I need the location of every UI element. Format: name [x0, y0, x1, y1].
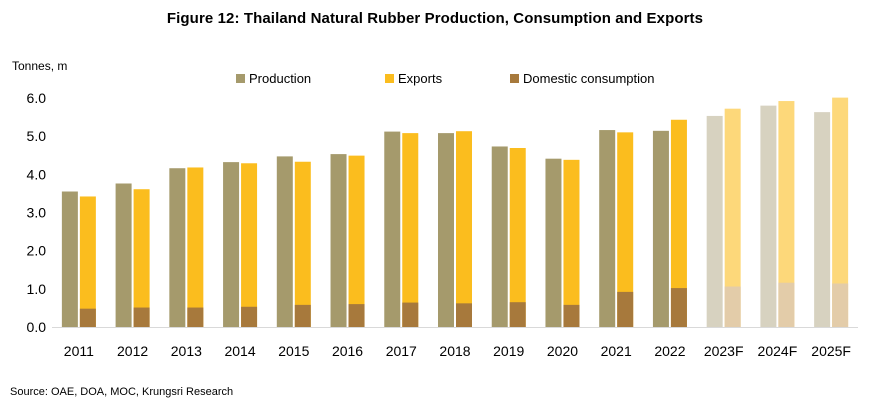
chart-title: Figure 12: Thailand Natural Rubber Produ… [166, 10, 704, 27]
bar-domestic-consumption-2022 [670, 288, 687, 327]
bar-exports-2012 [133, 189, 150, 327]
y-tick-label: 1.0 [27, 281, 47, 297]
bar-exports-2011 [79, 196, 96, 327]
bar-exports-2022 [670, 119, 687, 327]
bar-exports-2013 [187, 167, 204, 327]
legend-label-domestic-consumption: Domestic consumption [523, 71, 655, 86]
y-tick-label: 4.0 [27, 166, 47, 182]
x-tick-label: 2013 [171, 343, 202, 359]
x-tick-label: 2015 [278, 343, 309, 359]
y-tick-label: 0.0 [27, 319, 47, 335]
x-tick-label: 2016 [332, 343, 363, 359]
bar-domestic-consumption-2024F [778, 282, 795, 327]
bar-domestic-consumption-2018 [456, 303, 472, 327]
legend-item-domestic-consumption: Domestic consumption [510, 71, 655, 86]
bar-exports-2021 [617, 132, 634, 327]
bar-domestic-consumption-2017 [402, 302, 419, 327]
bar-exports-2014 [241, 163, 258, 327]
bar-domestic-consumption-2023F [724, 286, 741, 327]
x-tick-label: 2014 [224, 343, 255, 359]
bar-production-2025F [814, 112, 831, 327]
source-note: Source: OAE, DOA, MOC, Krungsri Research [10, 386, 234, 398]
bar-domestic-consumption-2016 [348, 304, 365, 327]
bar-exports-2020 [563, 159, 580, 327]
bar-exports-2023F [724, 108, 741, 327]
bar-production-2021 [599, 130, 616, 327]
legend-swatch-exports [385, 74, 394, 83]
x-tick-label: 2012 [117, 343, 148, 359]
bar-exports-2024F [778, 101, 795, 327]
bar-production-2019 [491, 146, 508, 327]
y-tick-label: 3.0 [27, 205, 47, 221]
x-tick-label: 2017 [386, 343, 417, 359]
y-tick-label: 2.0 [27, 243, 47, 259]
y-tick-label: 6.0 [27, 90, 47, 106]
x-tick-label: 2025F [811, 343, 851, 359]
bar-production-2015 [276, 156, 293, 327]
bar-domestic-consumption-2013 [187, 307, 204, 327]
bar-production-2012 [115, 183, 132, 327]
bar-domestic-consumption-2019 [509, 302, 526, 327]
bar-production-2014 [223, 162, 240, 327]
legend-item-production: Production [236, 71, 311, 86]
x-tick-label: 2019 [493, 343, 524, 359]
bar-domestic-consumption-2021 [617, 291, 634, 327]
bar-exports-2017 [402, 133, 419, 327]
x-tick-label: 2024F [758, 343, 798, 359]
legend-item-exports: Exports [385, 71, 442, 86]
x-tick-label: 2018 [439, 343, 470, 359]
bar-domestic-consumption-2014 [241, 306, 258, 327]
legend-label-exports: Exports [398, 71, 443, 86]
x-tick-label: 2011 [64, 343, 94, 359]
y-axis-unit-label: Tonnes, m [12, 59, 68, 73]
bar-production-2018 [438, 133, 454, 327]
bar-exports-2018 [456, 131, 472, 327]
bar-production-2016 [330, 154, 347, 327]
bar-exports-2016 [348, 155, 365, 327]
bar-exports-2019 [509, 147, 526, 327]
bar-production-2024F [760, 105, 777, 327]
legend-swatch-production [236, 74, 245, 83]
bar-production-2023F [706, 115, 723, 328]
bar-production-2020 [545, 158, 562, 327]
x-tick-label: 2023F [704, 343, 744, 359]
y-tick-label: 5.0 [27, 128, 47, 144]
bar-production-2013 [169, 168, 186, 327]
bar-domestic-consumption-2012 [133, 307, 150, 327]
bar-exports-2015 [294, 161, 311, 327]
bar-production-2011 [61, 191, 78, 327]
bar-domestic-consumption-2025F [832, 283, 849, 327]
bar-domestic-consumption-2011 [79, 308, 96, 327]
bar-production-2017 [384, 131, 401, 327]
x-tick-label: 2022 [654, 343, 685, 359]
bar-exports-2025F [832, 97, 849, 327]
x-tick-label: 2021 [601, 343, 632, 359]
legend-label-production: Production [249, 71, 312, 86]
x-tick-label: 2020 [547, 343, 578, 359]
bar-domestic-consumption-2020 [563, 304, 580, 327]
chart-legend: Production Exports Domestic consumption [0, 71, 870, 87]
legend-swatch-domestic-consumption [510, 74, 519, 83]
bar-domestic-consumption-2015 [294, 304, 311, 327]
bar-production-2022 [652, 130, 669, 327]
